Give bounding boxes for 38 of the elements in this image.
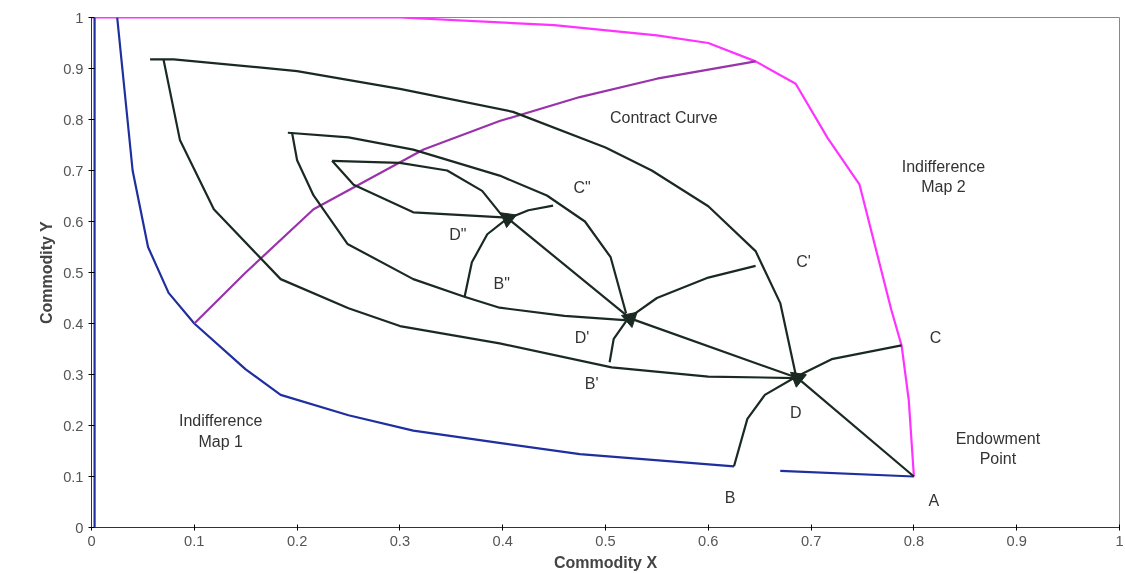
x-tick-label: 1: [1115, 532, 1124, 549]
x-axis-title: Commodity X: [553, 553, 658, 571]
x-tick-label: 0.5: [595, 532, 616, 549]
y-axis-title: Commodity Y: [38, 220, 56, 325]
annotation: Endowment Point: [955, 429, 1041, 468]
y-tick-label: 0.5: [63, 264, 84, 281]
annotation: D": [449, 226, 467, 244]
y-tick-label: 0.8: [63, 111, 84, 128]
x-tick-label: 0.8: [903, 532, 925, 549]
annotation: Indifference Map 2: [901, 157, 986, 195]
annotation: D': [574, 328, 590, 346]
x-tick-label: 0: [87, 532, 96, 549]
x-tick-label: 0.1: [184, 532, 205, 549]
annotation: Indifference Map 1: [178, 412, 263, 450]
y-tick-label: 0.4: [63, 315, 84, 332]
annotation: C: [929, 328, 942, 346]
annotation: B: [724, 488, 736, 506]
annotation: B": [493, 274, 510, 292]
x-tick-label: 0.2: [286, 532, 308, 549]
y-tick-label: 0.7: [63, 162, 84, 179]
y-tick-label: 0.3: [63, 366, 84, 383]
annotation: Contract Curve: [610, 108, 718, 126]
y-tick-label: 0.2: [63, 417, 84, 434]
annotation: D: [789, 403, 802, 421]
x-tick-label: 0.7: [800, 532, 822, 549]
x-tick-label: 0.6: [698, 532, 719, 549]
x-tick-label: 0.4: [492, 532, 513, 549]
y-tick-label: 0: [75, 519, 84, 536]
x-tick-label: 0.9: [1006, 532, 1027, 549]
y-tick-label: 0.9: [63, 60, 84, 77]
x-tick-label: 0.3: [389, 532, 411, 549]
annotation: C": [573, 179, 591, 197]
annotation: C': [796, 253, 811, 271]
annotation: A: [928, 492, 940, 509]
annotation: B': [584, 374, 599, 392]
y-tick-label: 1: [75, 9, 84, 26]
y-tick-label: 0.6: [63, 213, 84, 230]
y-tick-label: 0.1: [63, 468, 84, 485]
